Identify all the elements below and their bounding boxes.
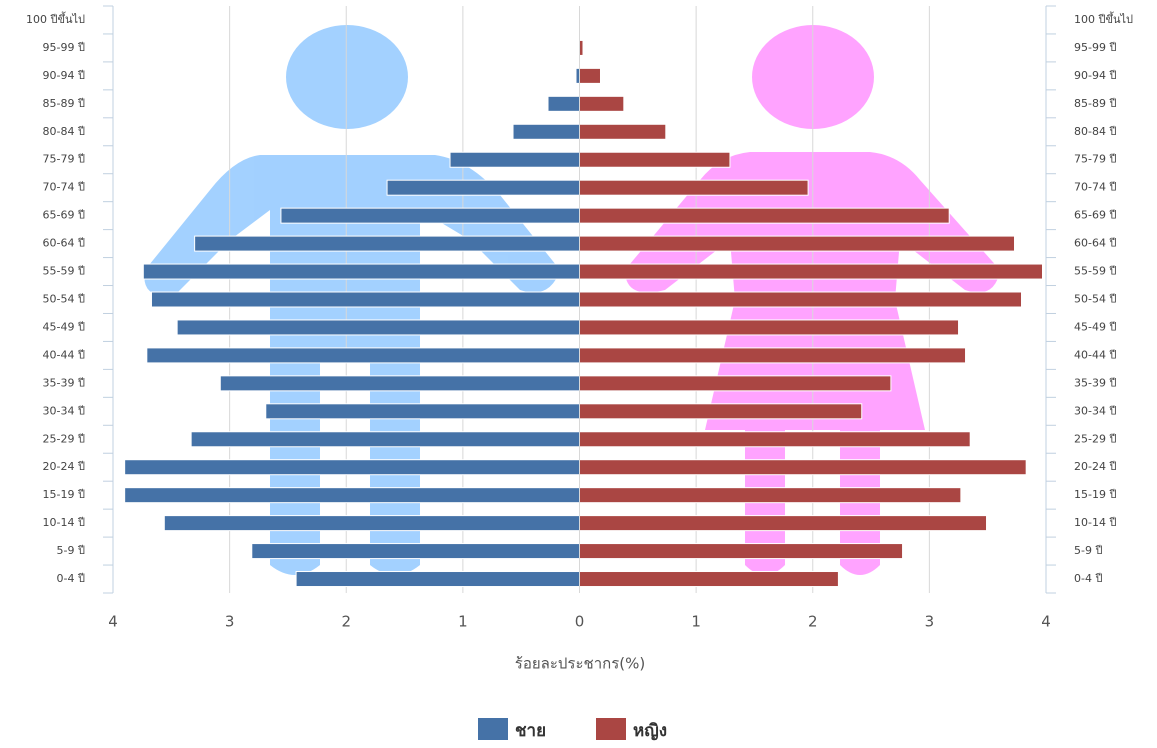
y-tick-label-right: 75-79 ปี bbox=[1074, 153, 1116, 166]
bar bbox=[251, 543, 580, 560]
y-tick-label-left: 5-9 ปี bbox=[57, 544, 85, 557]
bar bbox=[579, 263, 1044, 280]
legend-swatch bbox=[478, 718, 508, 740]
bar bbox=[194, 235, 580, 252]
bar bbox=[579, 375, 892, 392]
y-tick-label-right: 10-14 ปี bbox=[1074, 516, 1116, 529]
x-tick-label: 1 bbox=[458, 613, 468, 631]
y-tick-label-left: 30-34 ปี bbox=[43, 404, 85, 417]
y-tick-label-left: 10-14 ปี bbox=[43, 516, 85, 529]
y-tick-label-right: 45-49 ปี bbox=[1074, 320, 1116, 333]
y-tick-label-left: 25-29 ปี bbox=[43, 432, 85, 445]
bar bbox=[547, 95, 580, 112]
bar bbox=[579, 403, 863, 420]
bar bbox=[142, 263, 580, 280]
y-tick-label-left: 90-94 ปี bbox=[43, 69, 85, 82]
x-tick-label: 2 bbox=[341, 613, 351, 631]
legend-label: หญิง bbox=[633, 721, 667, 741]
bar bbox=[579, 291, 1023, 308]
x-tick-label: 2 bbox=[808, 613, 818, 631]
bar bbox=[579, 319, 960, 336]
y-tick-label-right: 25-29 ปี bbox=[1074, 432, 1116, 445]
y-tick-label-right: 5-9 ปี bbox=[1074, 544, 1102, 557]
y-tick-label-left: 0-4 ปี bbox=[57, 572, 85, 585]
y-tick-label-right: 30-34 ปี bbox=[1074, 404, 1116, 417]
y-tick-label-left: 15-19 ปี bbox=[43, 488, 85, 501]
y-tick-label-left: 60-64 ปี bbox=[43, 237, 85, 250]
bar bbox=[579, 347, 967, 364]
bar bbox=[575, 67, 580, 84]
bar bbox=[176, 319, 581, 336]
x-tick-label: 4 bbox=[108, 613, 118, 631]
bar bbox=[124, 459, 580, 476]
y-tick-label-left: 40-44 ปี bbox=[43, 348, 85, 361]
bar bbox=[579, 39, 584, 56]
y-tick-label-right: 65-69 ปี bbox=[1074, 209, 1116, 222]
bar bbox=[579, 431, 971, 448]
bar bbox=[579, 123, 667, 140]
y-tick-label-right: 20-24 ปี bbox=[1074, 460, 1116, 473]
x-tick-label: 4 bbox=[1041, 613, 1051, 631]
y-tick-label-right: 35-39 ปี bbox=[1074, 376, 1116, 389]
y-tick-label-right: 80-84 ปี bbox=[1074, 125, 1116, 138]
y-tick-label-left: 20-24 ปี bbox=[43, 460, 85, 473]
y-tick-label-right: 95-99 ปี bbox=[1074, 41, 1116, 54]
bar bbox=[579, 179, 809, 196]
bar bbox=[190, 431, 580, 448]
y-tick-label-left: 50-54 ปี bbox=[43, 293, 85, 306]
y-tick-label-left: 80-84 ปี bbox=[43, 125, 85, 138]
y-tick-label-left: 100 ปีขึ้นไป bbox=[26, 11, 85, 26]
y-tick-label-left: 65-69 ปี bbox=[43, 209, 85, 222]
bar bbox=[386, 179, 580, 196]
y-tick-label-right: 40-44 ปี bbox=[1074, 348, 1116, 361]
y-tick-label-left: 45-49 ปี bbox=[43, 320, 85, 333]
y-tick-label-left: 35-39 ปี bbox=[43, 376, 85, 389]
bar bbox=[150, 291, 581, 308]
y-tick-label-right: 100 ปีขึ้นไป bbox=[1074, 11, 1133, 26]
x-tick-label: 3 bbox=[225, 613, 235, 631]
x-tick-label: 1 bbox=[691, 613, 701, 631]
y-tick-label-right: 90-94 ปี bbox=[1074, 69, 1116, 82]
bar bbox=[280, 207, 580, 224]
bar bbox=[124, 487, 580, 504]
x-axis-title: ร้อยละประชากร(%) bbox=[515, 655, 645, 673]
legend-swatch bbox=[596, 718, 626, 740]
bar bbox=[579, 487, 962, 504]
y-tick-label-right: 55-59 ปี bbox=[1074, 265, 1116, 278]
bar bbox=[579, 207, 950, 224]
x-tick-label: 0 bbox=[575, 613, 585, 631]
bar bbox=[146, 347, 580, 364]
y-tick-label-right: 70-74 ปี bbox=[1074, 181, 1116, 194]
bar bbox=[512, 123, 580, 140]
y-tick-label-right: 15-19 ปี bbox=[1074, 488, 1116, 501]
bar bbox=[219, 375, 580, 392]
bar bbox=[163, 515, 580, 532]
y-tick-label-left: 75-79 ปี bbox=[43, 153, 85, 166]
y-tick-label-right: 0-4 ปี bbox=[1074, 572, 1102, 585]
y-tick-label-right: 50-54 ปี bbox=[1074, 293, 1116, 306]
legend-label: ชาย bbox=[515, 721, 546, 741]
bar bbox=[579, 571, 839, 588]
y-tick-label-left: 95-99 ปี bbox=[43, 41, 85, 54]
bar bbox=[579, 151, 731, 168]
bar bbox=[579, 235, 1016, 252]
bar bbox=[579, 459, 1027, 476]
bar bbox=[265, 403, 580, 420]
y-tick-label-left: 70-74 ปี bbox=[43, 181, 85, 194]
x-tick-label: 3 bbox=[925, 613, 935, 631]
y-tick-label-right: 85-89 ปี bbox=[1074, 97, 1116, 110]
bar bbox=[295, 571, 580, 588]
bar bbox=[579, 543, 904, 560]
y-tick-label-left: 55-59 ปี bbox=[43, 265, 85, 278]
y-tick-label-left: 85-89 ปี bbox=[43, 97, 85, 110]
y-tick-label-right: 60-64 ปี bbox=[1074, 237, 1116, 250]
bar bbox=[579, 95, 625, 112]
bar bbox=[449, 151, 581, 168]
bar bbox=[579, 515, 988, 532]
bar bbox=[579, 67, 601, 84]
